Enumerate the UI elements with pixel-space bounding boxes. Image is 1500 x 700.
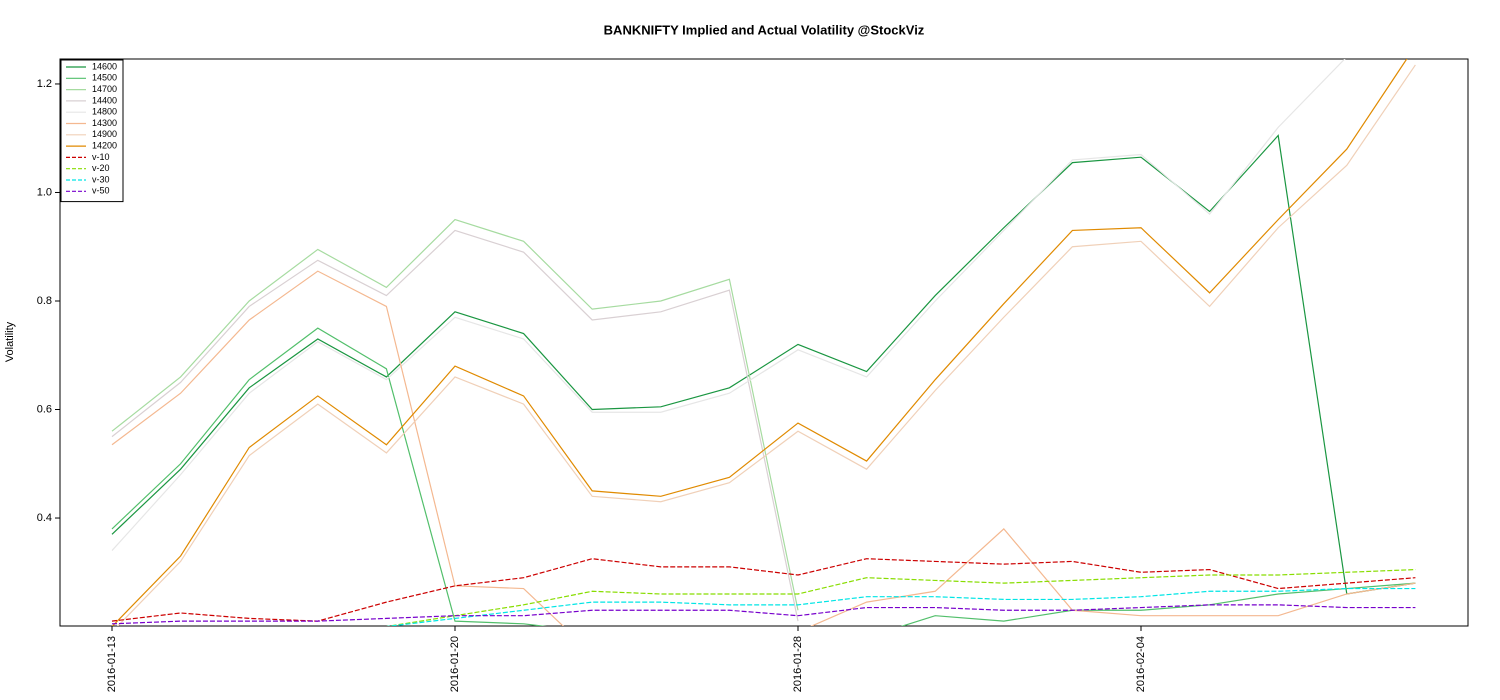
series-line — [111, 59, 1346, 551]
y-axis-title: Volatility — [4, 321, 16, 362]
series-line — [111, 229, 799, 622]
series-line — [111, 270, 1416, 626]
legend-box — [60, 59, 124, 203]
y-tick-label: 1.0 — [37, 186, 52, 198]
series-line — [116, 64, 1416, 626]
legend-label: v-10 — [92, 152, 110, 162]
series-line — [111, 134, 1416, 595]
plot-frame — [59, 58, 1469, 627]
plot-lines — [111, 59, 1416, 626]
x-tick-label: 2016-02-04 — [1135, 636, 1147, 692]
legend-label: 14500 — [92, 73, 117, 83]
y-tick-label: 0.4 — [37, 512, 52, 524]
legend-label: 14400 — [92, 95, 117, 105]
chart-title: BANKNIFTY Implied and Actual Volatility … — [604, 22, 925, 37]
series-line — [111, 218, 799, 611]
series-line — [111, 59, 1408, 626]
y-tick-label: 0.6 — [37, 403, 52, 415]
legend-label: 14300 — [92, 118, 117, 128]
series-line — [112, 568, 1416, 626]
legend-label: 14700 — [92, 84, 117, 94]
series-line — [111, 604, 1416, 625]
y-tick-label: 1.2 — [37, 78, 52, 90]
legend-label: v-30 — [92, 174, 110, 184]
x-tick-label: 2016-01-28 — [792, 636, 804, 692]
legend-label: 14200 — [92, 140, 117, 150]
y-tick-label: 0.8 — [37, 295, 52, 307]
x-tick-label: 2016-01-13 — [106, 636, 118, 692]
series-line — [111, 558, 1416, 622]
legend-label: 14900 — [92, 129, 117, 139]
legend-label: v-20 — [92, 163, 110, 173]
legend-label: v-50 — [92, 186, 110, 196]
legend-label: 14600 — [92, 61, 117, 71]
legend-label: 14800 — [92, 107, 117, 117]
x-tick-label: 2016-01-20 — [449, 636, 461, 692]
series-line — [112, 587, 1416, 626]
